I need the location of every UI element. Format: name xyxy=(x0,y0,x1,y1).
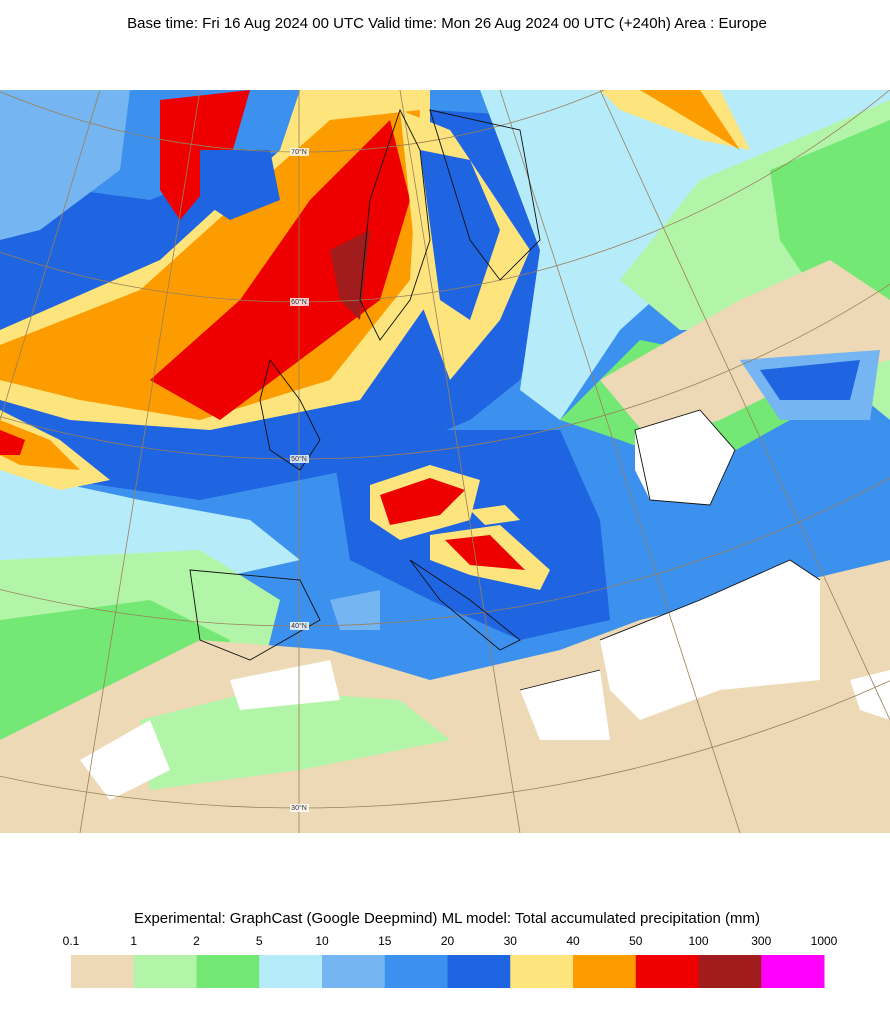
level-label: 50 xyxy=(629,934,643,948)
level-label: 30 xyxy=(504,934,518,948)
latitude-label: 70°N xyxy=(291,148,307,156)
latitude-label: 30°N xyxy=(291,804,307,812)
level-label: 100 xyxy=(688,934,708,948)
color-swatch xyxy=(133,955,197,988)
label-background xyxy=(290,455,309,463)
color-swatch xyxy=(573,955,637,988)
level-label: 40 xyxy=(566,934,580,948)
level-label: 20 xyxy=(441,934,455,948)
color-swatch xyxy=(510,955,574,988)
color-swatch xyxy=(322,955,386,988)
legend-title: Experimental: GraphCast (Google Deepmind… xyxy=(134,910,760,927)
title: Base time: Fri 16 Aug 2024 00 UTC Valid … xyxy=(127,15,767,32)
latitude-label: 50°N xyxy=(291,455,307,463)
label-background xyxy=(290,148,309,156)
label-background xyxy=(290,804,309,812)
color-swatch xyxy=(635,955,699,988)
coastlines xyxy=(189,108,821,691)
color-swatch xyxy=(384,955,448,988)
color-swatch xyxy=(447,955,511,988)
color-swatch xyxy=(71,955,135,988)
level-label: 1 xyxy=(130,934,137,948)
latitude-labels: 70°N 60°N 50°N 40°N 30°N xyxy=(290,148,309,812)
level-label: 0.1 xyxy=(63,934,80,948)
level-label: 15 xyxy=(378,934,392,948)
level-label: 300 xyxy=(751,934,771,948)
latitude-label: 60°N xyxy=(291,298,307,306)
color-swatch xyxy=(196,955,260,988)
level-label: 5 xyxy=(256,934,263,948)
color-swatch xyxy=(698,955,762,988)
label-background xyxy=(290,622,309,630)
colorbar: 0.1 1 2 5 10 15 20 30 40 50 100 300 1000 xyxy=(63,934,838,988)
label-background xyxy=(290,298,309,306)
latitude-label: 40°N xyxy=(291,622,307,630)
color-swatch xyxy=(259,955,323,988)
level-label: 2 xyxy=(193,934,200,948)
color-swatch xyxy=(761,955,825,988)
map: 70°N 60°N 50°N 40°N 30°N xyxy=(0,90,890,833)
level-label: 10 xyxy=(315,934,329,948)
level-label: 1000 xyxy=(811,934,838,948)
